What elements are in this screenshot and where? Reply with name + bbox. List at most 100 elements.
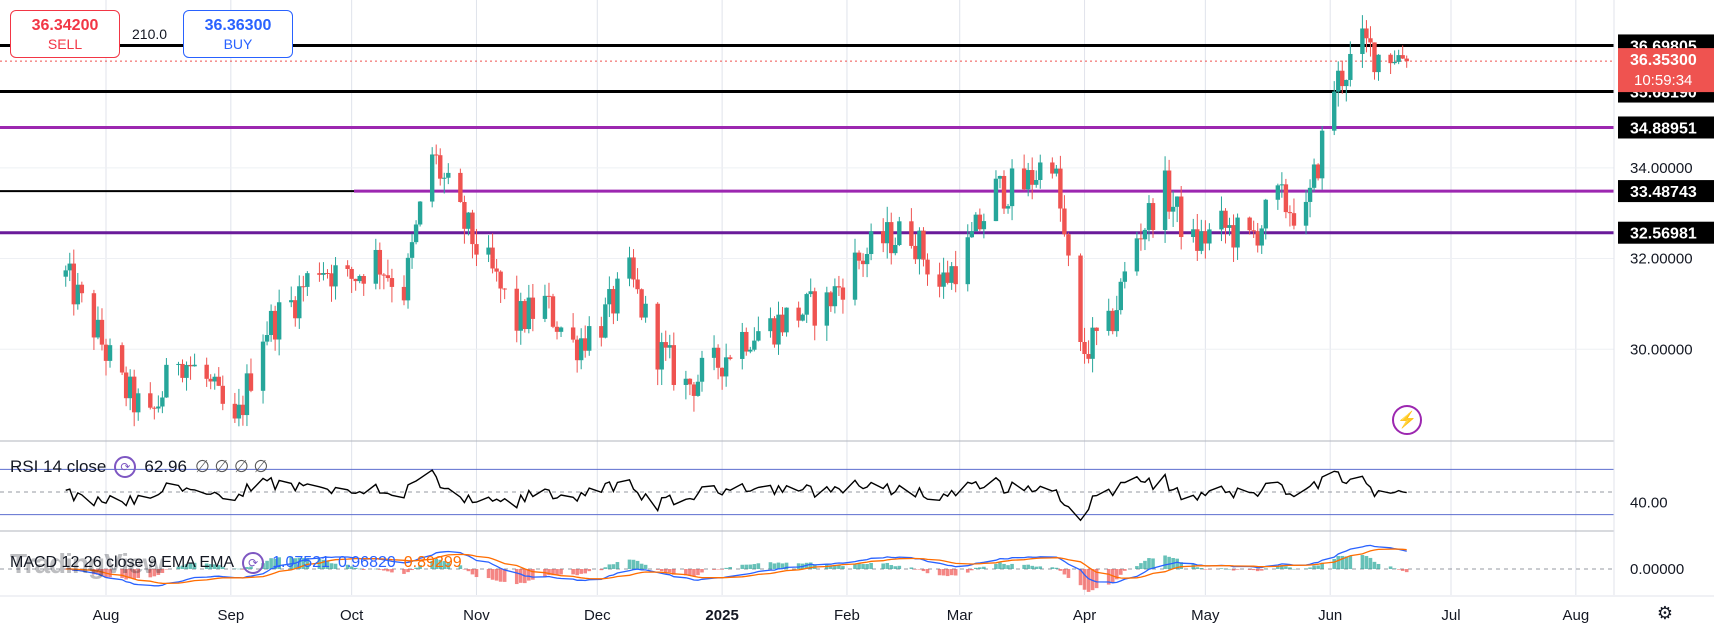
countdown-label: 10:59:34 — [1634, 72, 1692, 89]
candle-body — [828, 292, 834, 307]
macd-histogram-bar — [1203, 569, 1208, 570]
candle-body — [1005, 206, 1011, 209]
macd-histogram-bar — [1308, 567, 1312, 569]
candle-body — [1311, 164, 1317, 188]
macd-histogram-bar — [571, 569, 575, 575]
candle-body — [103, 344, 109, 361]
macd-histogram-bar — [1090, 569, 1095, 591]
macd-histogram-bar — [615, 562, 620, 569]
macd-histogram-bar — [1163, 555, 1167, 569]
macd-histogram-bar — [829, 565, 833, 569]
candle-body — [272, 310, 278, 340]
level-tag-label: 33.48743 — [1630, 184, 1697, 201]
candle-body — [1219, 210, 1224, 230]
candle-body — [840, 287, 846, 300]
gear-icon[interactable]: ⟳ — [242, 552, 265, 574]
candle-body — [554, 326, 560, 332]
macd-histogram-bar — [442, 561, 447, 569]
macd-histogram-bar — [837, 564, 841, 569]
gear-icon[interactable]: ⟳ — [114, 456, 137, 478]
rsi-legend: RSI 14 close ⟳ 62.96 ∅ ∅ ∅ ∅ — [10, 456, 268, 478]
macd-histogram-bar — [716, 569, 720, 570]
macd-histogram-bar — [490, 569, 495, 580]
macd-histogram-bar — [1118, 569, 1123, 575]
buy-label: BUY — [223, 36, 253, 52]
candle-body — [1340, 70, 1345, 87]
bolt-icon[interactable]: ⚡ — [1392, 405, 1422, 435]
candle-body — [1291, 213, 1297, 226]
macd-histogram-bar — [949, 569, 954, 576]
macd-histogram-bar — [1235, 569, 1240, 570]
macd-histogram-bar — [659, 569, 664, 572]
macd-histogram-bar — [333, 563, 338, 569]
macd-histogram-bar — [1026, 564, 1030, 569]
macd-histogram-bar — [1292, 568, 1296, 570]
macd-histogram-bar — [1231, 569, 1236, 571]
sell-button[interactable]: 36.34200 SELL — [10, 10, 120, 58]
candle-body — [868, 231, 874, 255]
macd-histogram-bar — [1179, 562, 1183, 569]
macd-histogram-bar — [120, 569, 124, 578]
candle-body — [631, 257, 636, 280]
candle-body — [611, 289, 616, 314]
candle-body — [1396, 55, 1401, 62]
candle-body — [264, 335, 270, 342]
candle-body — [333, 265, 338, 287]
candle-body — [832, 286, 838, 307]
macd-histogram-bar — [1066, 569, 1071, 578]
candle-body — [756, 331, 761, 341]
candle-body — [1029, 170, 1035, 185]
macd-histogram-bar — [458, 565, 463, 569]
macd-histogram-bar — [1006, 565, 1010, 569]
candle-body — [1122, 271, 1128, 282]
macd-histogram-bar — [1078, 569, 1083, 586]
macd-histogram-bar — [378, 569, 382, 570]
macd-histogram-bar — [237, 568, 241, 570]
macd-histogram-bar — [994, 563, 998, 569]
candle-body — [836, 286, 842, 288]
spread-value: 210.0 — [132, 26, 168, 42]
candle-body — [711, 347, 717, 358]
macd-histogram-bar — [1175, 558, 1179, 569]
candle-body — [639, 289, 644, 318]
candle-body — [1086, 354, 1091, 359]
candle-body — [329, 273, 334, 287]
macd-histogram-bar — [772, 563, 777, 569]
macd-histogram-bar — [474, 569, 479, 578]
macd-histogram-bar — [1368, 557, 1373, 569]
macd-histogram-bar — [917, 569, 922, 570]
macd-histogram-bar — [1123, 569, 1127, 571]
time-tick-label: 2025 — [705, 607, 738, 624]
candle-body — [973, 214, 979, 232]
buy-price: 36.36300 — [204, 17, 272, 34]
macd-histogram-bar — [1143, 560, 1147, 569]
candle-body — [232, 403, 238, 419]
candle-body — [965, 237, 970, 285]
candle-body — [75, 284, 81, 305]
macd-histogram-bar — [1207, 569, 1212, 570]
macd-axis-label: 0.00000 — [1630, 561, 1684, 578]
macd-histogram-bar — [269, 558, 273, 569]
macd-histogram-bar — [414, 567, 418, 569]
candle-body — [768, 318, 773, 332]
candle-body — [152, 407, 157, 409]
candle-body — [925, 259, 930, 275]
macd-signal-value: 0.96820 — [337, 554, 396, 571]
settings-icon[interactable]: ⚙ — [1656, 603, 1674, 623]
macd-histogram-bar — [164, 569, 169, 570]
candle-body — [1303, 201, 1309, 226]
candle-body — [67, 263, 72, 271]
macd-histogram-bar — [639, 563, 644, 569]
candle-body — [643, 303, 648, 318]
buy-button[interactable]: 36.36300 BUY — [183, 10, 293, 58]
macd-histogram-bar — [1304, 568, 1308, 570]
macd-histogram-bar — [1276, 566, 1280, 569]
candle-body — [889, 222, 894, 254]
level-tag — [1618, 221, 1714, 244]
candle-body — [1259, 228, 1264, 246]
candle-body — [127, 376, 133, 399]
macd-histogram-bar — [349, 566, 354, 569]
macd-histogram-bar — [152, 569, 157, 577]
candle-body — [824, 292, 830, 326]
